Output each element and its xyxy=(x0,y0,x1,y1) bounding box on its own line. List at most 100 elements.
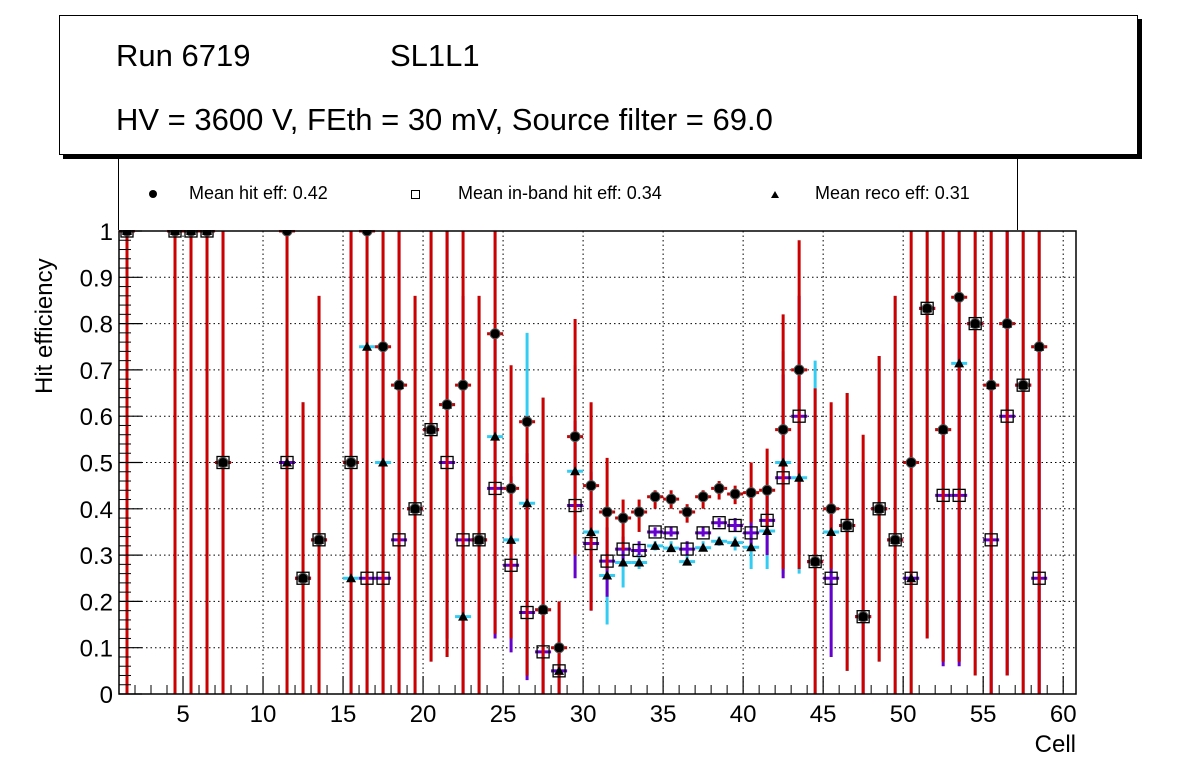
data-point-inband-eff xyxy=(744,526,758,540)
data-point-inband-eff xyxy=(840,518,854,533)
x-tick-label: 50 xyxy=(890,701,917,728)
data-point-inband-eff xyxy=(520,605,534,620)
x-tick-label: 20 xyxy=(410,701,437,728)
data-point-reco-eff xyxy=(922,303,933,313)
data-point-inband-eff xyxy=(808,554,822,569)
data-point-reco-eff xyxy=(746,542,757,552)
data-point-reco-eff xyxy=(346,573,357,583)
data-point-reco-eff xyxy=(554,665,565,675)
data-point-inband-eff xyxy=(984,533,998,547)
data-point-hit-eff xyxy=(553,642,565,654)
data-point-inband-eff xyxy=(536,645,550,659)
data-point-inband-eff xyxy=(504,558,518,572)
data-point-reco-eff xyxy=(282,457,293,467)
data-point-hit-eff xyxy=(521,416,533,428)
data-point-inband-eff xyxy=(728,518,742,533)
data-point-hit-eff xyxy=(601,506,613,518)
data-point-inband-eff xyxy=(440,455,454,470)
data-point-reco-eff xyxy=(986,380,997,390)
data-point-inband-eff xyxy=(408,502,422,516)
x-tick-label: 5 xyxy=(176,701,189,728)
data-point-inband-eff xyxy=(776,471,790,485)
data-point-inband-eff xyxy=(344,455,358,470)
data-point-reco-eff xyxy=(666,543,677,553)
data-point-inband-eff xyxy=(456,533,470,547)
y-axis-title: Hit efficiency xyxy=(31,258,58,394)
data-point-hit-eff xyxy=(585,480,597,492)
data-point-hit-eff xyxy=(697,491,709,503)
y-tick-label: 0.2 xyxy=(80,589,113,616)
data-point-reco-eff xyxy=(442,399,453,409)
data-point-inband-eff xyxy=(968,316,982,331)
legend-label: Mean in-band hit eff: 0.34 xyxy=(458,183,662,203)
legend-item-reco-eff: Mean reco eff: 0.31 xyxy=(771,183,970,204)
data-point-reco-eff xyxy=(794,472,805,482)
data-point-reco-eff xyxy=(586,526,597,536)
data-point-reco-eff xyxy=(490,431,501,441)
data-point-inband-eff xyxy=(1016,378,1030,392)
run-label: Run 6719 xyxy=(116,38,251,73)
data-point-inband-eff xyxy=(936,488,950,503)
y-tick-label: 0.3 xyxy=(80,543,113,570)
legend: Mean hit eff: 0.42 Mean in-band hit eff:… xyxy=(118,153,1018,230)
data-point-reco-eff xyxy=(378,457,389,467)
x-tick-label: 10 xyxy=(250,701,277,728)
data-point-reco-eff xyxy=(1018,380,1029,390)
legend-label: Mean reco eff: 0.31 xyxy=(815,183,970,203)
data-point-hit-eff xyxy=(505,482,517,494)
y-tick-label: 0.6 xyxy=(80,404,113,431)
data-point-reco-eff xyxy=(618,557,629,567)
data-point-inband-eff xyxy=(920,301,934,315)
data-point-inband-eff xyxy=(888,533,902,547)
title-box: Run 6719 SL1L1 HV = 3600 V, FEth = 30 mV… xyxy=(59,15,1138,155)
data-point-hit-eff xyxy=(825,503,837,515)
data-point-hit-eff xyxy=(761,484,773,496)
data-point-inband-eff xyxy=(424,422,438,437)
data-point-reco-eff xyxy=(874,503,885,513)
data-point-reco-eff xyxy=(410,503,421,513)
data-point-reco-eff xyxy=(314,534,325,544)
x-tick-label: 55 xyxy=(970,701,997,728)
y-tick-label: 1 xyxy=(100,219,113,246)
data-point-reco-eff xyxy=(730,537,741,547)
x-tick-label: 30 xyxy=(570,701,597,728)
data-point-reco-eff xyxy=(426,424,437,434)
data-point-reco-eff xyxy=(682,556,693,566)
data-point-reco-eff xyxy=(650,540,661,550)
x-tick-label: 35 xyxy=(650,701,677,728)
data-point-inband-eff xyxy=(216,455,230,470)
data-point-reco-eff xyxy=(826,526,837,536)
legend-item-inband-eff: Mean in-band hit eff: 0.34 xyxy=(411,183,662,204)
data-point-inband-eff xyxy=(280,455,294,470)
axes: 5 10 15 20 25 30 35 40 45 50 55 60 0 0.1 0.2 0.3 0.4 0.5 0… xyxy=(80,219,1077,728)
data-point-inband-eff xyxy=(680,542,694,556)
data-point-hit-eff xyxy=(905,457,917,468)
x-tick-label: 40 xyxy=(730,701,757,728)
data-point-hit-eff xyxy=(457,379,469,391)
filled-circle-icon xyxy=(149,190,157,199)
layer-label: SL1L1 xyxy=(390,38,480,73)
data-point-inband-eff xyxy=(584,536,598,551)
data-point-inband-eff xyxy=(568,498,582,513)
data-point-inband-eff xyxy=(664,526,678,540)
data-point-reco-eff xyxy=(938,424,949,434)
x-tick-label: 15 xyxy=(330,701,357,728)
data-point-inband-eff xyxy=(296,571,310,585)
data-point-hit-eff xyxy=(665,493,677,505)
data-point-reco-eff xyxy=(1034,341,1045,351)
data-point-reco-eff xyxy=(298,573,309,583)
data-point-inband-eff xyxy=(472,533,486,547)
legend-label: Mean hit eff: 0.42 xyxy=(189,183,328,203)
data-point-reco-eff xyxy=(570,466,581,476)
data-point-inband-eff xyxy=(360,571,374,585)
data-point-reco-eff xyxy=(458,611,469,621)
data-point-inband-eff xyxy=(376,571,390,585)
data-point-reco-eff xyxy=(970,318,981,328)
data-point-reco-eff xyxy=(474,534,485,544)
data-point-reco-eff xyxy=(858,611,869,621)
data-point-reco-eff xyxy=(778,457,789,467)
y-tick-label: 0.5 xyxy=(80,451,113,478)
data-point-hit-eff xyxy=(569,431,581,443)
data-point-reco-eff xyxy=(1002,318,1013,328)
data-point-inband-eff xyxy=(872,502,886,516)
